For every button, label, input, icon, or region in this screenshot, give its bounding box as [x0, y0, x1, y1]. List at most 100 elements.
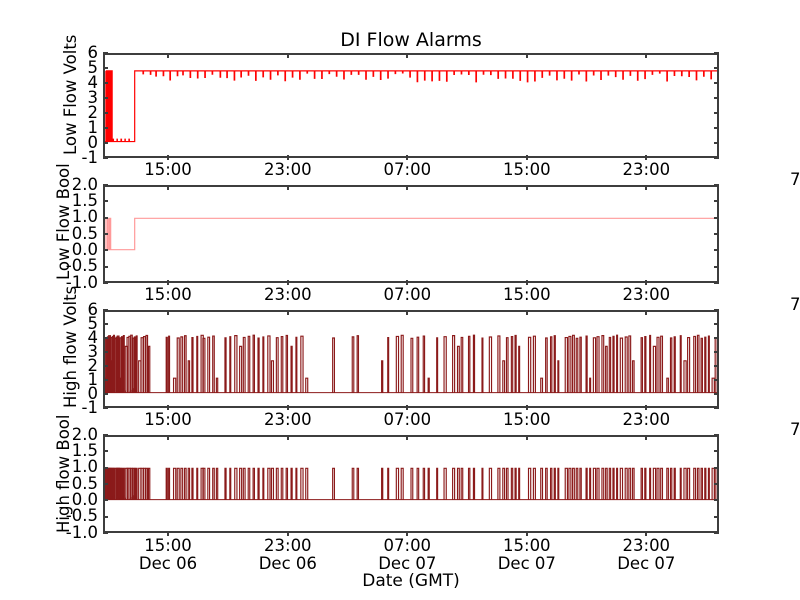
ytick-label: -1.0	[65, 522, 98, 542]
xtick-label: 23:00	[264, 286, 312, 304]
xtick-label: 23:00 Dec 07	[617, 537, 675, 572]
ytick-mark	[103, 216, 108, 219]
ytick-label: -1	[81, 397, 98, 417]
xtick-label: 23:00	[623, 411, 671, 429]
xtick-time: 15:00	[144, 410, 192, 429]
xtick-mark-top	[406, 435, 409, 440]
plot-area-low-flow-bool	[105, 187, 717, 281]
ytick-mark	[103, 532, 108, 534]
xtick-mark	[525, 531, 528, 536]
ytick-mark	[103, 127, 108, 129]
xtick-labels-panel-1: 15:00 23:00 07:00 15:00 23:00	[103, 280, 719, 307]
ytick-mark	[103, 157, 108, 159]
ytick-mark-right	[714, 407, 719, 409]
xtick-mark	[286, 280, 289, 285]
xtick-time: 15:00	[144, 536, 192, 555]
xtick-time: 23:00	[264, 410, 312, 429]
panel-high-flow-bool	[103, 435, 719, 533]
xtick-mark	[166, 280, 169, 285]
ytick-label: 2	[87, 102, 99, 122]
ytick-mark-right	[714, 216, 719, 219]
xtick-mark	[645, 280, 648, 285]
xtick-label: 07:00	[384, 286, 432, 304]
ytick-mark	[103, 233, 108, 235]
xtick-mark	[406, 280, 409, 285]
xtick-mark-top	[525, 435, 528, 440]
ytick-mark-right	[714, 82, 719, 84]
xtick-label: 15:00	[144, 286, 192, 304]
ytick-label: 2.0	[71, 174, 98, 194]
ytick-label: 1.0	[71, 207, 98, 227]
series-low-flow-volts	[105, 55, 717, 156]
ytick-label: 0.0	[71, 489, 98, 509]
ytick-mark	[103, 351, 108, 353]
xtick-mark-top	[525, 310, 528, 315]
ytick-label: 6	[87, 299, 99, 319]
plot-area-high-flow-volts	[105, 312, 717, 406]
xtick-mark-top	[645, 185, 648, 190]
ytick-mark	[103, 282, 108, 284]
ytick-label: 0.5	[71, 473, 98, 493]
ytick-mark-right	[714, 450, 719, 453]
xtick-label: 15:00	[503, 286, 551, 304]
ytick-label: 1	[87, 369, 99, 389]
ytick-mark-right	[714, 97, 719, 99]
panel-low-flow-bool	[103, 185, 719, 283]
xtick-label: 15:00 Dec 07	[498, 537, 556, 572]
series-high-flow-bool	[105, 437, 717, 531]
ytick-mark-right	[714, 112, 719, 114]
xtick-date: Dec 07	[378, 553, 437, 573]
ytick-mark-right	[714, 365, 719, 367]
ytick-mark-right	[714, 265, 719, 268]
ytick-mark	[103, 499, 108, 502]
ytick-label: 0.5	[71, 223, 98, 243]
ytick-mark	[103, 97, 108, 99]
ytick-label: 0	[87, 132, 99, 152]
ytick-mark-right	[714, 337, 719, 339]
ytick-labels-low-flow-volts: -1 0 1 2 3 4 5 6	[52, 44, 108, 165]
ytick-label: 5	[87, 313, 99, 333]
xtick-label: 23:00	[623, 161, 671, 179]
ytick-mark-right	[714, 434, 719, 436]
xtick-mark	[406, 531, 409, 536]
clipped-date-label-panel-1: 7	[790, 296, 800, 314]
ytick-mark-right	[714, 309, 719, 311]
ytick-label: -0.5	[65, 256, 98, 276]
ytick-mark-right	[714, 515, 719, 518]
ytick-mark-right	[714, 200, 719, 203]
plot-area-high-flow-bool	[105, 437, 717, 531]
xtick-time: 07:00	[383, 285, 432, 304]
ytick-mark	[103, 393, 108, 395]
xtick-mark-top	[406, 310, 409, 315]
ytick-mark-right	[714, 393, 719, 395]
ytick-labels-high-flow-volts: -1 0 1 2 3 4 5 6	[52, 301, 108, 415]
ytick-mark-right	[714, 499, 719, 502]
ytick-mark	[103, 142, 108, 144]
plot-area-low-flow-volts	[105, 55, 717, 156]
ytick-mark-right	[714, 127, 719, 129]
xtick-time: 23:00	[622, 285, 671, 304]
xtick-time: 23:00	[622, 536, 671, 555]
xtick-label: 07:00	[384, 411, 432, 429]
ytick-mark-right	[714, 67, 719, 69]
ytick-mark-right	[714, 282, 719, 284]
xtick-mark-top	[645, 435, 648, 440]
xtick-mark	[286, 405, 289, 410]
ytick-mark-right	[714, 379, 719, 381]
xtick-mark-top	[286, 435, 289, 440]
xtick-mark	[166, 405, 169, 410]
xtick-mark-top	[166, 435, 169, 440]
xtick-mark-top	[166, 185, 169, 190]
xtick-mark	[286, 155, 289, 160]
xtick-time: 23:00	[622, 410, 671, 429]
xtick-mark-top	[525, 185, 528, 190]
ytick-label: 1.0	[71, 457, 98, 477]
xtick-label: 07:00 Dec 07	[378, 537, 436, 572]
ytick-mark	[103, 466, 108, 469]
xtick-time: 23:00	[264, 160, 312, 179]
xtick-time: 15:00	[503, 410, 551, 429]
xtick-mark	[525, 405, 528, 410]
ytick-label: -1	[81, 147, 98, 167]
ytick-mark	[103, 323, 108, 325]
